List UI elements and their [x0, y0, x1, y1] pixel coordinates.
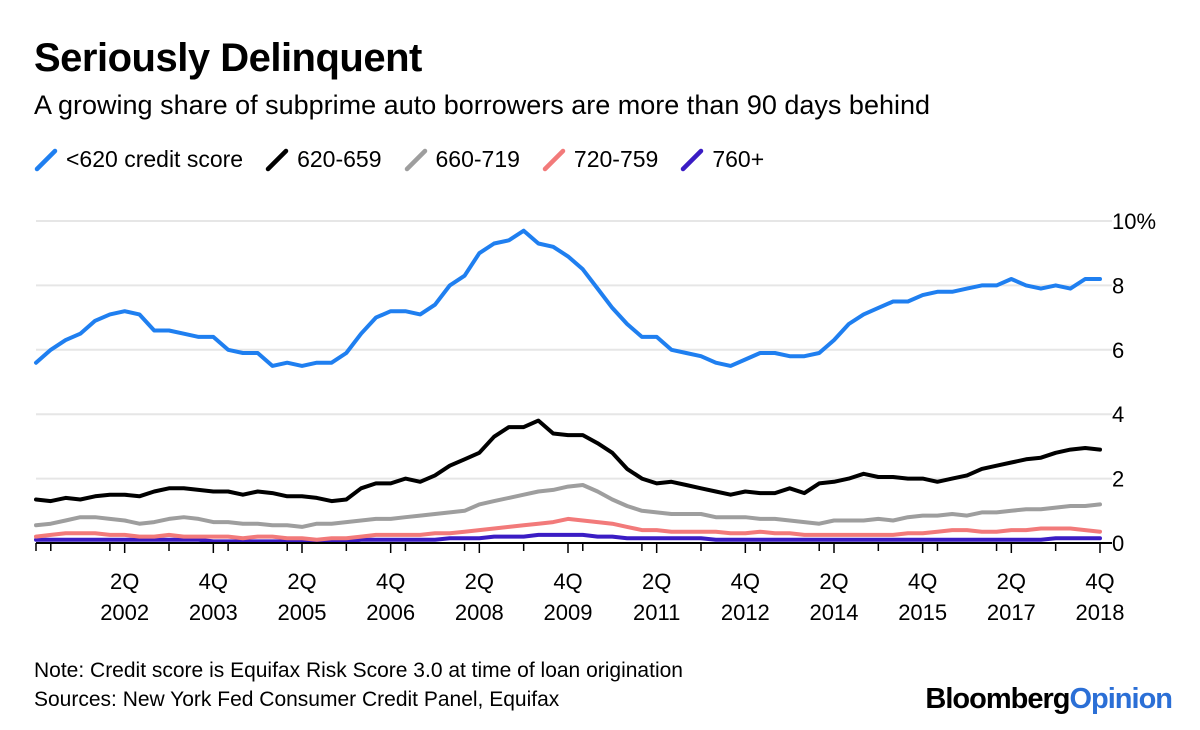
- legend-label: <620 credit score: [66, 146, 244, 172]
- x-tick-label-bottom: 2005: [278, 600, 327, 625]
- x-tick-label-bottom: 2002: [100, 600, 149, 625]
- footnote: Note: Credit score is Equifax Risk Score…: [34, 659, 683, 682]
- legend-label: 620-659: [297, 146, 382, 172]
- chart-subtitle: A growing share of subprime auto borrowe…: [34, 90, 931, 120]
- x-tick-label-bottom: 2012: [721, 600, 770, 625]
- x-tick-label-top: 2Q: [819, 569, 848, 594]
- x-tick-label-bottom: 2011: [633, 600, 680, 625]
- series-line: [34, 228, 1102, 368]
- x-tick-label-top: 2Q: [287, 569, 316, 594]
- legend-label: 720-759: [573, 146, 659, 172]
- x-tick-label-bottom: 2017: [987, 600, 1036, 625]
- legend-label: 660-719: [435, 146, 520, 172]
- x-tick-label-bottom: 2018: [1076, 600, 1125, 625]
- y-tick-label: 6: [1112, 338, 1124, 363]
- x-tick-label-top: 2Q: [465, 569, 494, 594]
- x-tick-label-bottom: 2008: [455, 600, 504, 625]
- x-tick-label-bottom: 2014: [810, 600, 859, 625]
- series-line: [34, 532, 1102, 544]
- x-tick-label-top: 4Q: [553, 569, 582, 594]
- line-chart: 10% 8 6 4 2 0 2Q 2002 4Q 2003 2Q 2005 4Q 2006 2Q 2008 4Q…: [34, 209, 1156, 625]
- chart-title: Seriously Delinquent: [34, 36, 422, 80]
- x-tick-label-top: 2Q: [642, 569, 671, 594]
- x-tick-label-bottom: 2009: [544, 600, 593, 625]
- x-tick-label-top: 2Q: [110, 569, 139, 594]
- y-tick-label: 0: [1112, 531, 1124, 556]
- x-tick-label-top: 4Q: [731, 569, 760, 594]
- x-tick-label-top: 4Q: [1085, 569, 1114, 594]
- x-tick-label-top: 4Q: [908, 569, 937, 594]
- legend-item: 660-719: [404, 146, 520, 173]
- x-tick-label-top: 2Q: [997, 569, 1026, 594]
- legend-swatch: [34, 148, 58, 171]
- y-tick-label: 10%: [1112, 209, 1156, 234]
- series-line: [34, 418, 1102, 504]
- chart-footer: Note: Credit score is Equifax Risk Score…: [34, 656, 683, 714]
- legend-swatch: [542, 148, 566, 171]
- x-tick-label-top: 4Q: [199, 569, 228, 594]
- series-line: [34, 516, 1102, 542]
- legend-swatch: [681, 148, 704, 171]
- legend-label: 760+: [712, 146, 765, 172]
- bloomberg-opinion-logo: BloombergOpinion: [925, 683, 1173, 716]
- legend-swatch: [404, 148, 427, 171]
- brand-opinion: Opinion: [1069, 683, 1173, 715]
- sources-line: Sources: New York Fed Consumer Credit Pa…: [34, 688, 560, 711]
- legend-item: 720-759: [542, 146, 658, 173]
- x-tick-label-top: 4Q: [376, 569, 405, 594]
- y-tick-label: 4: [1112, 402, 1124, 427]
- legend-item: 760+: [680, 146, 764, 173]
- y-tick-label: 2: [1112, 467, 1124, 492]
- x-tick-label-bottom: 2015: [898, 600, 947, 625]
- legend-swatch: [265, 148, 289, 171]
- legend-item: 620-659: [265, 146, 382, 173]
- brand-bloomberg: Bloomberg: [925, 683, 1070, 715]
- series-line: [34, 483, 1102, 529]
- x-tick-label-bottom: 2006: [366, 600, 415, 625]
- y-tick-label: 8: [1112, 273, 1124, 298]
- legend-item: <620 credit score: [34, 146, 243, 173]
- x-tick-label-bottom: 2003: [189, 600, 238, 625]
- chart-legend: <620 credit score 620-659 660-719 720-759 76…: [34, 146, 786, 173]
